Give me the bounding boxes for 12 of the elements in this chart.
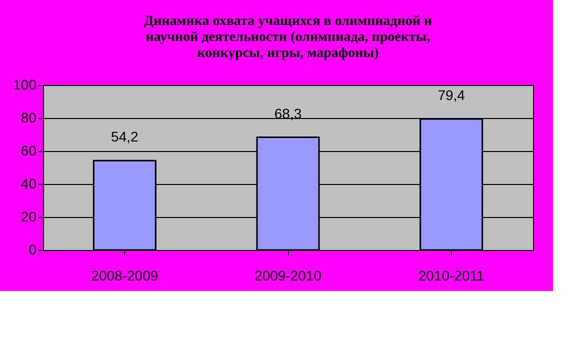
y-tick-label: 0 (28, 242, 37, 258)
x-tick-label: 2008-2009 (91, 268, 158, 284)
chart-title: Динамика охвата учащихся в олимпиадной и научной деятельности (олимпиада, проекты, конкурсы, игры, марафоны) (144, 14, 432, 61)
y-tick-label: 40 (20, 176, 37, 192)
data-label: 54,2 (111, 128, 139, 145)
x-tick-label: 2009-2010 (254, 268, 322, 284)
y-tick-label: 100 (13, 76, 37, 92)
y-tick-label: 20 (20, 208, 37, 224)
y-tick-label: 80 (20, 110, 37, 126)
x-tick-label: 2010-2011 (418, 268, 484, 284)
y-tick-label: 60 (20, 142, 37, 158)
data-label: 79,4 (438, 86, 466, 103)
